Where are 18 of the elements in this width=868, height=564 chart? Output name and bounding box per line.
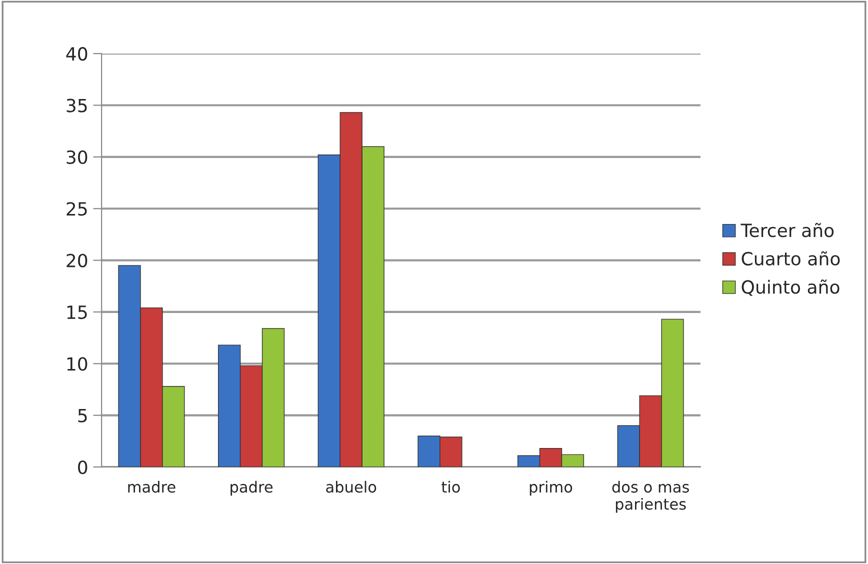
y-tick-label: 10 — [67, 357, 88, 371]
legend-label: Quinto año — [742, 280, 840, 296]
y-tick-label: 20 — [66, 254, 88, 268]
y-tick-label: 5 — [78, 409, 87, 422]
y-tick-label: 0 — [78, 460, 88, 474]
x-tick-label: abuelo — [326, 480, 376, 493]
x-tick-label: tio — [442, 480, 460, 493]
y-tick-label: 35 — [66, 98, 87, 112]
legend-label: Tercer año — [740, 222, 834, 238]
x-tick-label: madre — [128, 480, 176, 493]
x-tick-label: padre — [230, 480, 273, 496]
y-tick-label: 15 — [67, 306, 87, 320]
x-tick-label: primo — [530, 480, 572, 496]
legend-label: Cuarto año — [742, 251, 840, 266]
y-tick-label: 40 — [66, 47, 88, 61]
y-tick-label: 25 — [66, 202, 87, 216]
y-tick-label: 30 — [66, 150, 88, 164]
x-tick-label: dos o mas parientes — [612, 480, 689, 513]
